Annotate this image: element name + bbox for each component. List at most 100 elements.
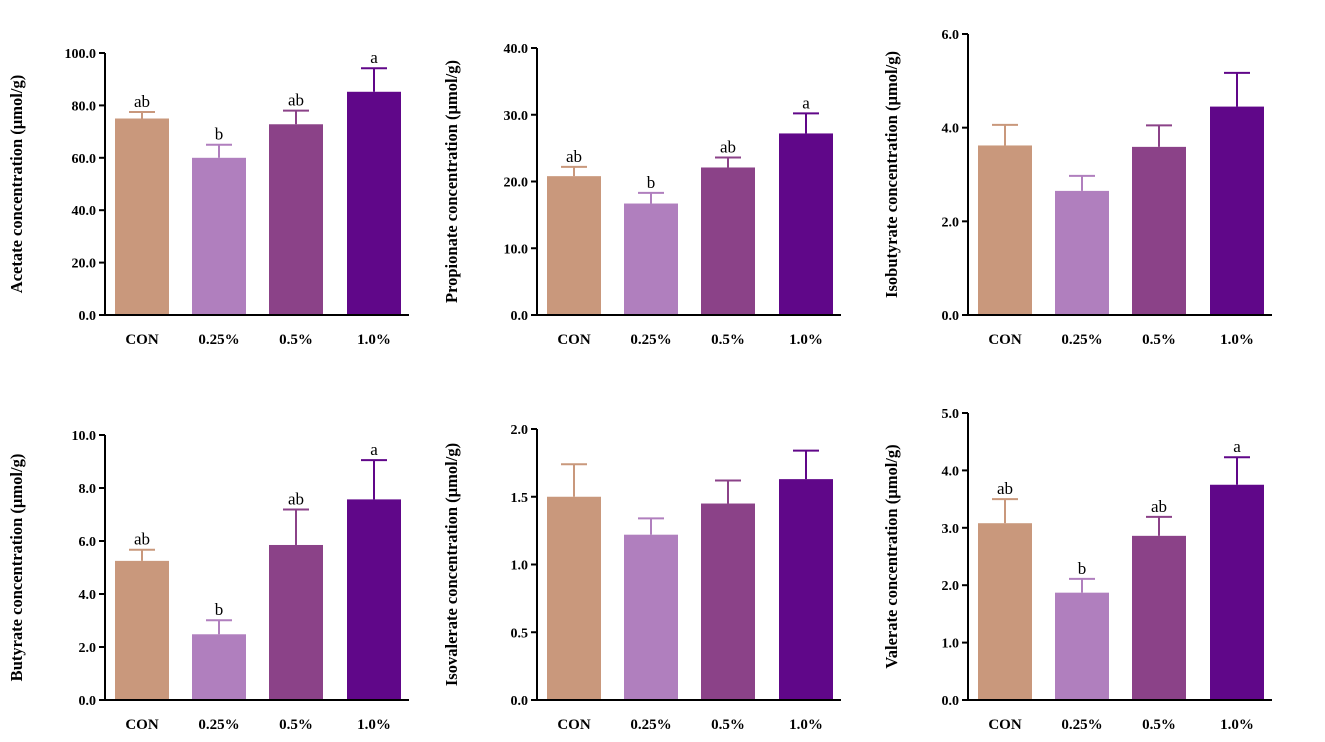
x-tick-label: CON bbox=[557, 332, 591, 348]
significance-label-1: ab bbox=[134, 530, 150, 549]
bar-1 bbox=[978, 145, 1032, 315]
y-tick-label: 3.0 bbox=[942, 522, 960, 537]
bar-1 bbox=[547, 176, 601, 315]
y-tick-label: 0.0 bbox=[79, 309, 97, 324]
bar-3 bbox=[701, 167, 755, 315]
x-tick-label: CON bbox=[988, 717, 1022, 733]
x-tick-label: 0.5% bbox=[711, 332, 745, 348]
y-tick-label: 40.0 bbox=[72, 204, 97, 219]
x-tick-label: 1.0% bbox=[1220, 332, 1254, 348]
bar-3 bbox=[1132, 535, 1186, 700]
bar-2 bbox=[624, 534, 678, 700]
significance-label-4: a bbox=[802, 93, 810, 112]
significance-label-3: ab bbox=[288, 91, 304, 110]
chart-panel-4: ab b ab a 0.0 2.0 4.0 6.0 8.0 10.0 CON 0.25% 0.5% 1.0… bbox=[7, 429, 409, 733]
y-tick-label: 1.0 bbox=[511, 559, 529, 574]
bar-4 bbox=[779, 479, 833, 700]
significance-label-4: a bbox=[370, 48, 378, 67]
y-axis-title: Acetate concentration (µmol/g) bbox=[7, 75, 26, 293]
y-tick-label: 40.0 bbox=[504, 42, 529, 57]
y-tick-label: 5.0 bbox=[942, 407, 960, 422]
bar-2 bbox=[1055, 592, 1109, 700]
x-tick-label: 0.5% bbox=[279, 717, 313, 733]
y-tick-label: 6.0 bbox=[79, 535, 97, 550]
y-tick-label: 2.0 bbox=[511, 423, 529, 438]
bar-1 bbox=[115, 560, 169, 700]
y-axis-title: Isobutyrate concentration (µmol/g) bbox=[882, 51, 901, 298]
x-tick-label: 0.25% bbox=[1061, 717, 1102, 733]
bar-1 bbox=[978, 523, 1032, 700]
y-tick-label: 10.0 bbox=[504, 242, 529, 257]
x-tick-label: 0.25% bbox=[198, 717, 239, 733]
bar-2 bbox=[1055, 190, 1109, 315]
x-tick-label: 0.5% bbox=[279, 332, 313, 348]
x-tick-label: 0.25% bbox=[198, 332, 239, 348]
bar-3 bbox=[269, 124, 323, 315]
bar-4 bbox=[347, 499, 401, 700]
x-tick-label: CON bbox=[557, 717, 591, 733]
y-tick-label: 2.0 bbox=[942, 215, 960, 230]
chart-panel-1: ab b ab a 0.0 20.0 40.0 60.0 80.0 100.0 CON 0.25% 0.… bbox=[7, 47, 409, 348]
bar-3 bbox=[701, 503, 755, 700]
significance-label-2: b bbox=[215, 600, 224, 619]
y-tick-label: 6.0 bbox=[942, 28, 960, 43]
significance-label-2: b bbox=[215, 125, 224, 144]
significance-label-4: a bbox=[1233, 437, 1241, 456]
bar-2 bbox=[192, 634, 246, 700]
y-tick-label: 0.0 bbox=[511, 309, 529, 324]
significance-label-3: ab bbox=[1151, 497, 1167, 516]
significance-label-4: a bbox=[370, 440, 378, 459]
significance-label-2: b bbox=[647, 173, 656, 192]
x-tick-label: 1.0% bbox=[789, 332, 823, 348]
y-tick-label: 1.5 bbox=[511, 491, 529, 506]
x-tick-label: CON bbox=[125, 332, 159, 348]
significance-label-1: ab bbox=[134, 92, 150, 111]
significance-label-3: ab bbox=[288, 489, 304, 508]
y-axis-title: Valerate concentration (µmol/g) bbox=[882, 444, 901, 668]
y-tick-label: 2.0 bbox=[942, 579, 960, 594]
y-axis-title: Butyrate concentration (µmol/g) bbox=[7, 454, 26, 682]
y-tick-label: 0.5 bbox=[511, 626, 529, 641]
y-tick-label: 4.0 bbox=[79, 588, 97, 603]
bar-1 bbox=[547, 496, 601, 700]
x-tick-label: 1.0% bbox=[357, 332, 391, 348]
y-tick-label: 30.0 bbox=[504, 109, 529, 124]
y-tick-label: 100.0 bbox=[65, 47, 97, 62]
significance-label-1: ab bbox=[997, 479, 1013, 498]
bar-4 bbox=[1210, 484, 1264, 700]
x-tick-label: 1.0% bbox=[1220, 717, 1254, 733]
y-tick-label: 0.0 bbox=[511, 694, 529, 709]
significance-label-2: b bbox=[1078, 559, 1087, 578]
y-tick-label: 0.0 bbox=[942, 309, 960, 324]
y-tick-label: 1.0 bbox=[942, 637, 960, 652]
y-tick-label: 4.0 bbox=[942, 464, 960, 479]
bar-4 bbox=[1210, 106, 1264, 315]
y-tick-label: 4.0 bbox=[942, 122, 960, 137]
x-tick-label: 1.0% bbox=[789, 717, 823, 733]
y-tick-label: 2.0 bbox=[79, 641, 97, 656]
x-tick-label: 1.0% bbox=[357, 717, 391, 733]
y-axis-title: Isovalerate concentration (µmol/g) bbox=[442, 443, 461, 686]
significance-label-3: ab bbox=[720, 137, 736, 156]
y-tick-label: 0.0 bbox=[942, 694, 960, 709]
x-tick-label: CON bbox=[988, 332, 1022, 348]
x-tick-label: 0.25% bbox=[630, 717, 671, 733]
y-tick-label: 20.0 bbox=[72, 257, 97, 272]
y-tick-label: 8.0 bbox=[79, 482, 97, 497]
bar-1 bbox=[115, 118, 169, 315]
chart-panel-3: 0.0 2.0 4.0 6.0 CON 0.25% 0.5% 1.0% Isobutyrate … bbox=[882, 28, 1272, 348]
bar-2 bbox=[624, 203, 678, 315]
y-tick-label: 10.0 bbox=[72, 429, 97, 444]
y-tick-label: 80.0 bbox=[72, 99, 97, 114]
x-tick-label: 0.5% bbox=[1142, 717, 1176, 733]
bar-4 bbox=[347, 91, 401, 315]
x-tick-label: CON bbox=[125, 717, 159, 733]
y-tick-label: 20.0 bbox=[504, 176, 529, 191]
x-tick-label: 0.5% bbox=[711, 717, 745, 733]
x-tick-label: 0.5% bbox=[1142, 332, 1176, 348]
chart-panel-6: ab b ab a 0.0 1.0 2.0 3.0 4.0 5.0 CON 0.25% 0.5% 1.0%… bbox=[882, 407, 1272, 733]
y-axis-title: Propionate concentration (µmol/g) bbox=[442, 60, 461, 303]
bar-2 bbox=[192, 157, 246, 315]
bar-3 bbox=[269, 544, 323, 700]
bar-3 bbox=[1132, 146, 1186, 315]
